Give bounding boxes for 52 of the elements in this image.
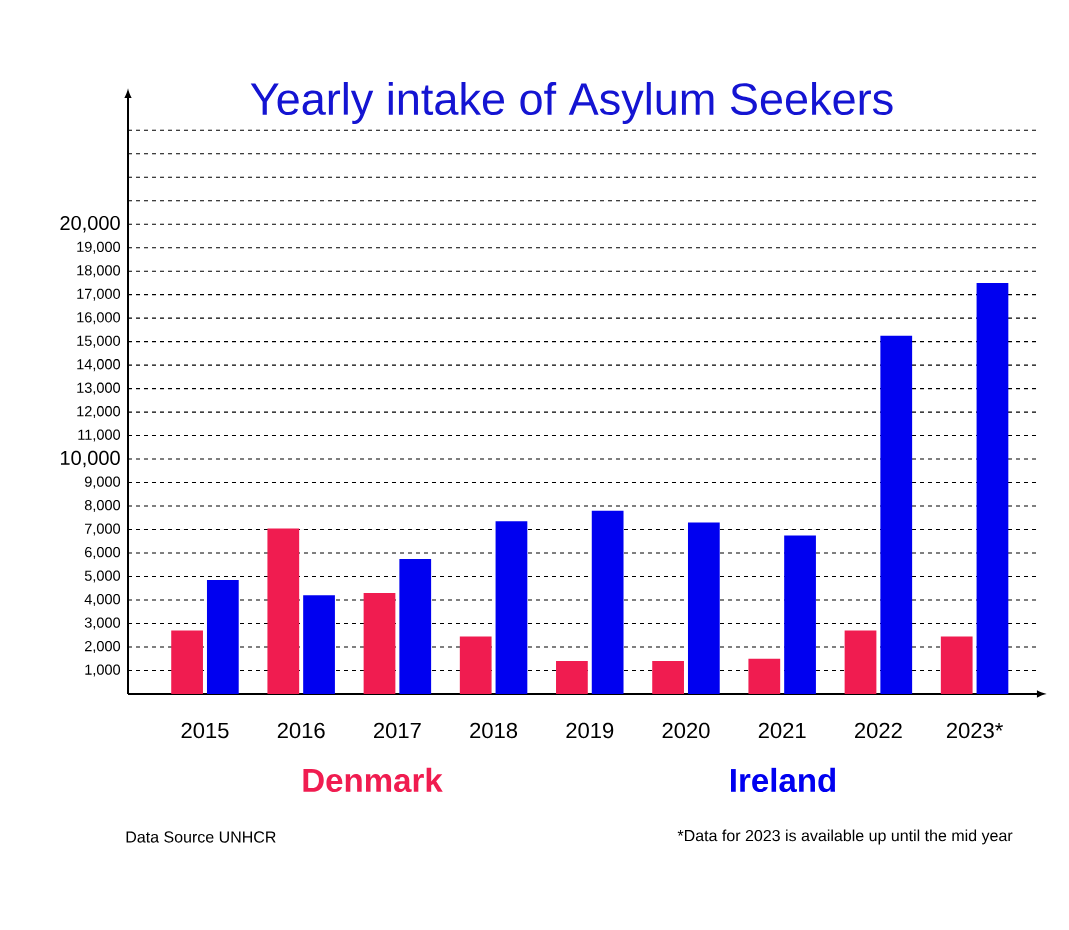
bar (495, 521, 528, 694)
y-tick-label: 13,000 (77, 382, 121, 395)
y-tick-label: 2,000 (84, 641, 121, 654)
source-note: Data Source UNHCR (126, 831, 276, 843)
bar (976, 282, 1009, 694)
bar (171, 630, 203, 694)
x-tick-label: 2020 (662, 722, 710, 739)
bar (591, 510, 624, 694)
chart-title: Yearly intake of Asylum Seekers (250, 81, 893, 124)
y-tick-label: 14,000 (77, 359, 121, 372)
y-tick-label: 7,000 (85, 523, 121, 536)
bar (880, 335, 913, 694)
bar (748, 658, 781, 694)
y-tick-label: 5,000 (84, 570, 121, 583)
y-tick-label: 19,000 (77, 241, 121, 254)
y-tick-label: 10,000 (60, 450, 120, 468)
y-tick-label: 20,000 (60, 215, 120, 233)
y-tick-label: 11,000 (78, 429, 121, 442)
y-tick-label: 15,000 (77, 335, 121, 348)
bar (267, 528, 300, 694)
x-tick-label: 2017 (374, 722, 421, 739)
text: Ireland (731, 767, 836, 793)
y-tick-label: 16,000 (77, 312, 121, 325)
y-tick-label: 9,000 (84, 476, 121, 489)
bar (363, 592, 396, 694)
bar (206, 580, 239, 694)
y-tick-label: 18,000 (77, 265, 121, 278)
y-tick-label: 8,000 (84, 500, 121, 513)
bar (687, 522, 720, 694)
y-tick-label: 1,000 (85, 664, 121, 677)
y-tick-label: 17,000 (77, 288, 121, 301)
bar (556, 661, 588, 694)
y-tick-label: 4,000 (84, 594, 121, 607)
bar (459, 636, 492, 694)
bar (844, 630, 877, 694)
bar (940, 636, 973, 694)
x-tick-label: 2022 (855, 722, 902, 739)
bar (303, 595, 335, 694)
x-tick-label: 2019 (566, 722, 614, 739)
x-tick-label: 2023* (946, 722, 1003, 739)
bar (399, 558, 432, 694)
y-tick-label: 3,000 (84, 617, 121, 630)
x-tick-label: 2015 (181, 722, 229, 739)
x-tick-label: 2018 (470, 722, 518, 739)
text: *Data for 2023 is available up until the mid year (677, 829, 1013, 845)
y-tick-label: 6,000 (84, 547, 121, 560)
x-tick-label: 2021 (758, 722, 806, 739)
text: Denmark (303, 767, 443, 793)
y-tick-label: 12,000 (77, 406, 121, 419)
bar (784, 535, 816, 694)
x-tick-label: 2016 (277, 722, 325, 739)
bar (652, 661, 684, 694)
